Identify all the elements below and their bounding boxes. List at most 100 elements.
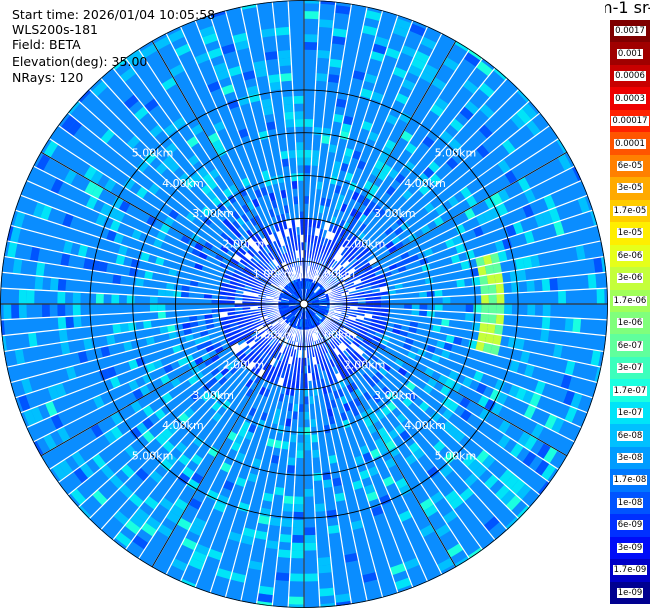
data-cell [188,497,203,510]
data-cell [83,337,93,351]
data-cell [394,18,412,31]
data-cell [322,317,329,324]
ray-gap [100,322,288,531]
data-cell [145,516,162,531]
data-cell [290,284,296,292]
data-cell [358,244,367,253]
data-cell [255,357,264,367]
data-cell [240,534,255,546]
data-cell [398,484,412,497]
data-cell [275,26,290,36]
data-cell [202,216,213,227]
data-cell [344,357,353,367]
data-cell [350,353,359,362]
data-cell [231,220,241,230]
data-cell [305,319,308,327]
data-cell [525,119,541,137]
data-cell [306,289,310,297]
data-cell [283,495,294,505]
data-cell [273,249,280,258]
data-cell [340,342,348,350]
ray-gap [3,307,279,353]
colorbar-tick-label: 6e-06 [610,250,650,262]
data-cell [129,513,146,529]
data-cell [291,308,298,314]
data-cell [515,257,525,271]
data-cell [348,316,357,321]
data-cell [374,371,385,381]
data-cell [371,43,388,55]
data-cell [335,345,343,354]
data-cell [260,331,269,338]
data-cell [426,290,435,298]
data-cell [269,233,276,243]
colorbar-tick-text: 3e-09 [616,542,644,553]
data-cell [228,261,238,269]
data-cell [451,235,463,246]
data-cell [227,223,237,234]
ray-gap [320,322,508,531]
data-cell [12,258,23,275]
data-cell [385,240,395,250]
data-cell [289,434,298,443]
data-cell [257,327,266,334]
data-cell [435,523,451,538]
data-cell [242,332,251,339]
data-cell [114,531,132,548]
data-cell [251,290,260,295]
data-cell [347,267,356,275]
colorbar-tick-text: 1e-07 [616,408,644,419]
data-cell [319,306,327,309]
data-cell [333,347,341,356]
data-cell [218,376,228,386]
data-cell [361,323,370,329]
data-cell [315,340,321,348]
data-cell [149,470,164,484]
data-cell [207,132,220,144]
data-cell [309,309,316,315]
data-cell [186,135,200,149]
data-cell [328,144,338,154]
data-cell [329,58,343,68]
data-cell [173,290,182,298]
data-cell [266,243,274,253]
data-cell [126,135,141,150]
data-cell [347,355,356,364]
data-cell [281,305,289,308]
ray-gap [324,124,551,290]
colorbar-tick-text: 1.7e-09 [612,565,648,576]
data-cell [310,308,317,314]
data-cell [318,347,324,356]
data-cell [296,281,300,290]
ray-gap [0,287,279,304]
data-cell [342,368,351,378]
data-cell [282,320,289,327]
data-cell [252,267,261,275]
data-cell [553,220,565,237]
data-cell [357,269,366,276]
ray-gap [179,26,295,281]
data-cell [106,206,119,220]
data-cell [319,300,327,303]
data-cell [270,319,279,325]
data-cell [587,273,597,290]
data-cell [313,285,319,292]
data-cell [124,444,138,459]
data-cell [278,316,286,323]
data-cell [339,317,348,323]
colorbar-tick-label: 0.00017 [610,115,650,127]
data-cell [352,70,366,81]
data-cell [342,327,351,334]
data-cell [488,283,497,295]
ray-gap [313,327,429,582]
data-cell [301,311,304,320]
data-cell [449,118,464,133]
data-cell [508,384,520,398]
data-cell [112,323,122,335]
azimuth-spoke [151,303,305,568]
data-cell [265,364,273,373]
data-cell [281,282,288,289]
data-cell [490,192,504,206]
data-cell [501,237,513,251]
data-cell [304,41,318,50]
